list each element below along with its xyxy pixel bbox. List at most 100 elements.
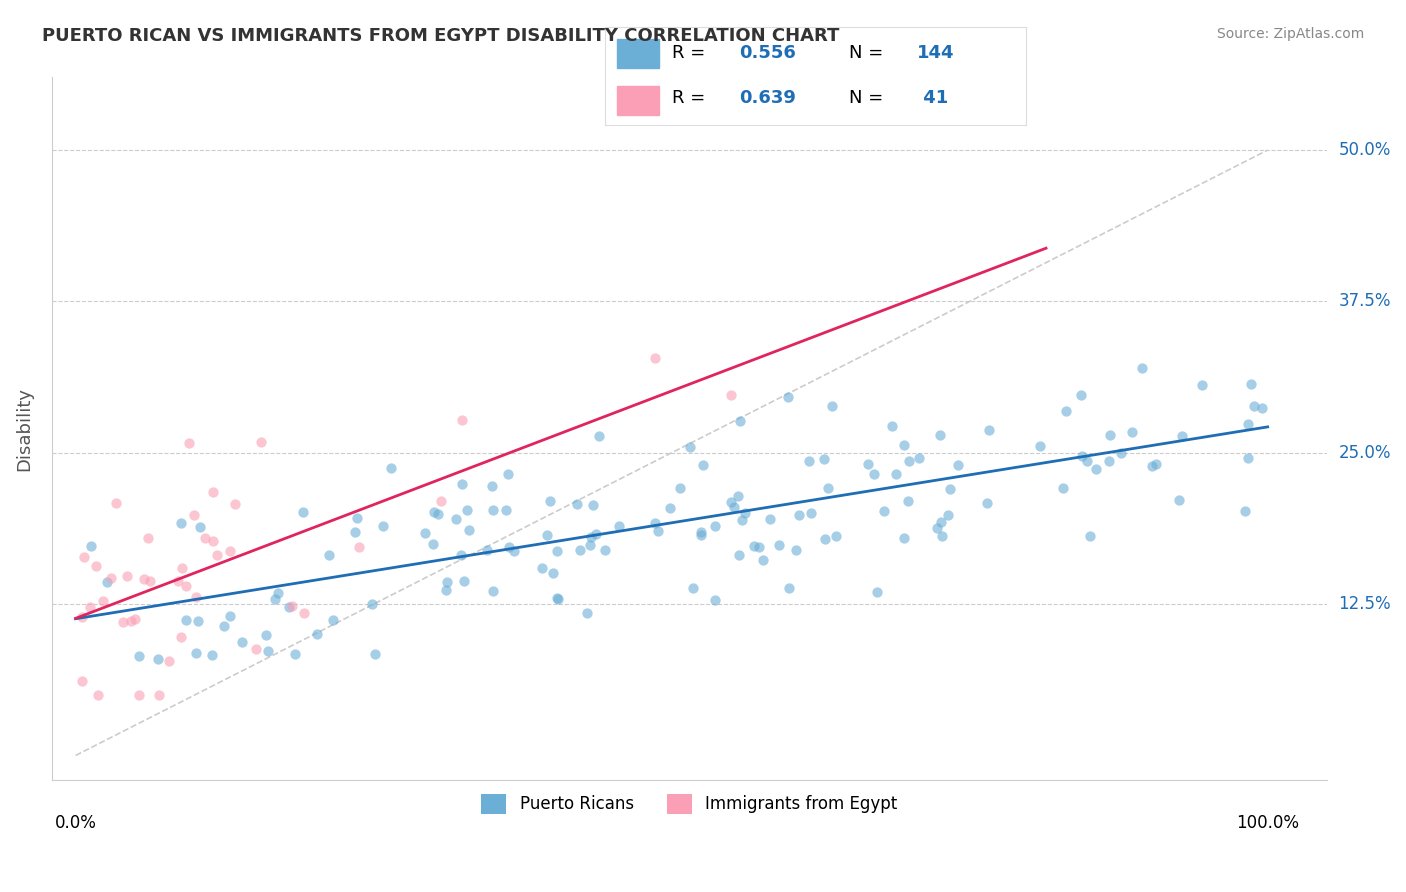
Point [112, 615, 135, 629]
Point [284, 647, 307, 661]
Point [105, 496, 128, 510]
Text: 25.0%: 25.0% [1339, 444, 1391, 462]
Point [477, 542, 499, 557]
Point [184, 591, 207, 605]
Point [568, 543, 591, 558]
Point [1121, 425, 1143, 439]
Point [1084, 462, 1107, 476]
Text: 37.5%: 37.5% [1339, 293, 1391, 310]
Point [503, 544, 526, 558]
Bar [617, 86, 659, 115]
Point [785, 543, 807, 558]
Point [436, 583, 458, 598]
Point [186, 646, 208, 660]
Point [720, 388, 742, 402]
Point [644, 351, 666, 365]
Point [139, 574, 162, 588]
Point [880, 419, 903, 434]
Text: PUERTO RICAN VS IMMIGRANTS FROM EGYPT DISABILITY CORRELATION CHART: PUERTO RICAN VS IMMIGRANTS FROM EGYPT DI… [42, 27, 839, 45]
Point [1029, 439, 1052, 453]
Point [70, 609, 93, 624]
Point [536, 528, 558, 542]
Point [607, 519, 630, 533]
Text: Source: ZipAtlas.com: Source: ZipAtlas.com [1216, 27, 1364, 41]
Point [170, 561, 193, 575]
Point [538, 493, 561, 508]
Point [858, 457, 880, 471]
Text: 41: 41 [917, 89, 948, 107]
Text: R =: R = [672, 45, 711, 62]
Point [318, 548, 340, 562]
Point [148, 688, 170, 702]
Point [280, 599, 302, 614]
Point [219, 543, 242, 558]
Point [1070, 449, 1092, 463]
Point [689, 528, 711, 542]
Point [91, 593, 114, 607]
Point [183, 508, 205, 523]
Point [797, 454, 820, 468]
Point [579, 537, 602, 551]
Point [422, 537, 444, 551]
Text: 50.0%: 50.0% [1339, 141, 1391, 159]
Point [908, 451, 931, 466]
Point [530, 560, 553, 574]
Point [70, 673, 93, 688]
Point [224, 497, 246, 511]
Point [170, 516, 193, 530]
Text: N =: N = [849, 45, 889, 62]
Point [96, 575, 118, 590]
Point [266, 586, 288, 600]
Point [292, 606, 315, 620]
Y-axis label: Disability: Disability [15, 386, 32, 471]
Point [1233, 504, 1256, 518]
Point [1070, 388, 1092, 402]
Point [436, 574, 458, 589]
Point [585, 526, 607, 541]
Point [800, 507, 823, 521]
Point [371, 519, 394, 533]
Point [898, 453, 921, 467]
Point [704, 593, 727, 607]
Point [748, 540, 770, 554]
Point [278, 600, 301, 615]
Point [1076, 454, 1098, 468]
Point [132, 573, 155, 587]
Point [948, 458, 970, 472]
Text: R =: R = [672, 89, 711, 107]
Point [647, 524, 669, 538]
Point [925, 521, 948, 535]
Point [291, 505, 314, 519]
Point [453, 574, 475, 589]
Point [1098, 454, 1121, 468]
Point [426, 508, 449, 522]
Point [776, 391, 799, 405]
Point [87, 688, 110, 702]
Point [1144, 457, 1167, 471]
Point [146, 652, 169, 666]
Point [692, 458, 714, 472]
Point [245, 642, 267, 657]
Point [579, 530, 602, 544]
Point [495, 503, 517, 517]
Point [177, 435, 200, 450]
Point [787, 508, 810, 522]
Point [668, 481, 690, 495]
Text: 0.0%: 0.0% [55, 814, 97, 832]
Text: 144: 144 [917, 45, 955, 62]
Point [1243, 399, 1265, 413]
Point [364, 647, 387, 661]
Point [1098, 428, 1121, 442]
Point [451, 476, 474, 491]
Point [1109, 446, 1132, 460]
Point [929, 428, 952, 442]
Point [79, 600, 101, 615]
Point [201, 648, 224, 662]
Point [727, 489, 749, 503]
Point [873, 503, 896, 517]
Point [742, 539, 765, 553]
Point [720, 494, 742, 508]
Text: 0.639: 0.639 [740, 89, 796, 107]
Point [565, 497, 588, 511]
Point [768, 538, 790, 552]
